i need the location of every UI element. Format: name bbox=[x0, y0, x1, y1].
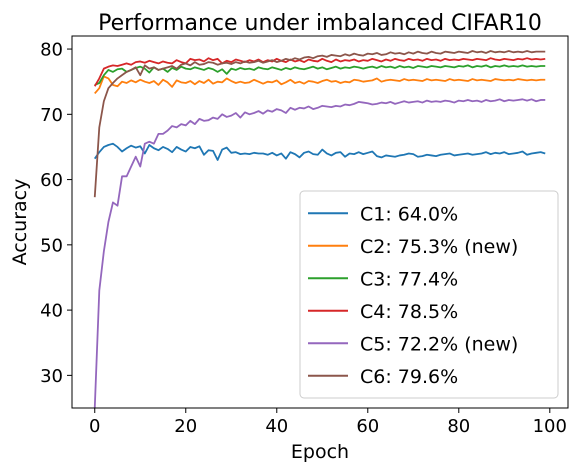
plot-lines bbox=[93, 50, 546, 408]
x-tick-label: 100 bbox=[533, 416, 567, 437]
legend-box bbox=[299, 190, 559, 399]
x-tick-label: 20 bbox=[174, 416, 197, 437]
x-tick-label: 40 bbox=[265, 416, 288, 437]
y-axis: 30 40 50 60 70 80 bbox=[40, 40, 72, 387]
y-tick-label: 80 bbox=[40, 40, 63, 61]
y-tick-label: 50 bbox=[40, 235, 63, 256]
legend-label-c1: C1: 64.0% bbox=[360, 203, 458, 225]
series-line-c2 bbox=[94, 75, 546, 95]
legend-label-c5: C5: 72.2% (new) bbox=[360, 333, 518, 355]
x-tick-label: 80 bbox=[447, 416, 470, 437]
y-axis-label: Accuracy bbox=[9, 179, 31, 266]
y-tick-label: 60 bbox=[40, 170, 63, 191]
plot-area-frame bbox=[71, 35, 569, 409]
legend-label-c6: C6: 79.6% bbox=[360, 366, 458, 388]
series-line-c1 bbox=[94, 142, 546, 161]
series-line-c5 bbox=[93, 98, 546, 408]
y-tick-label: 40 bbox=[40, 301, 63, 322]
y-tick-label: 70 bbox=[40, 105, 63, 126]
x-axis: 0 20 40 60 80 100 bbox=[89, 408, 567, 437]
chart-title: Performance under imbalanced CIFAR10 bbox=[98, 11, 542, 36]
series-line-c3 bbox=[94, 64, 546, 86]
legend-label-c4: C4: 78.5% bbox=[360, 301, 458, 323]
legend: C1: 64.0% C2: 75.3% (new) C3: 77.4% C4: 78.… bbox=[299, 190, 559, 399]
legend-label-c2: C2: 75.3% (new) bbox=[360, 236, 518, 258]
x-tick-label: 60 bbox=[356, 416, 379, 437]
y-tick-label: 30 bbox=[40, 366, 63, 387]
x-tick-label: 0 bbox=[89, 416, 100, 437]
series-line-c4 bbox=[93, 57, 546, 87]
series-line-c6 bbox=[93, 50, 546, 198]
x-axis-label: Epoch bbox=[291, 441, 349, 463]
legend-label-c3: C3: 77.4% bbox=[360, 268, 458, 290]
